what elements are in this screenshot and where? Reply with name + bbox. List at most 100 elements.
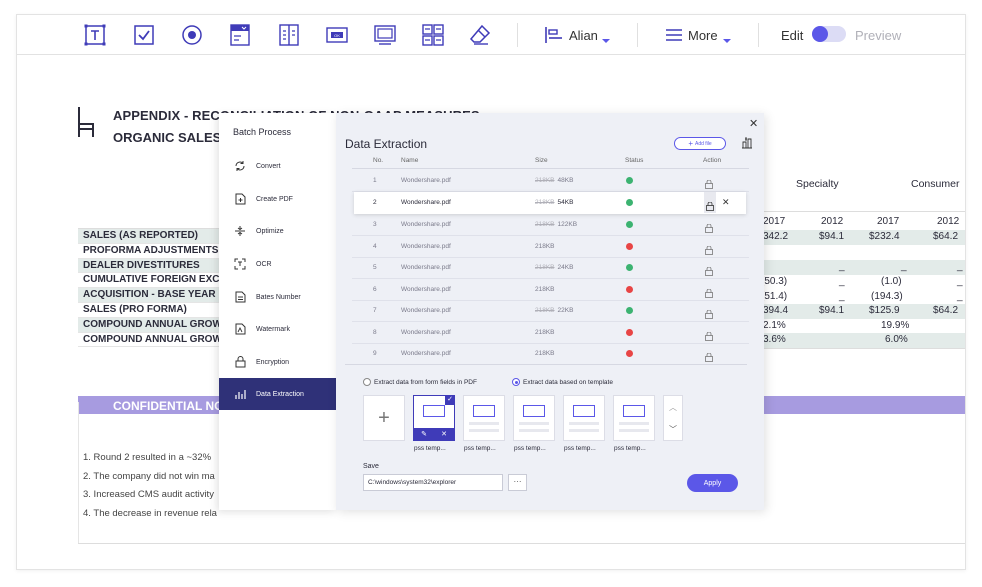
table-row: SALES (AS REPORTED): [78, 229, 238, 244]
table-row[interactable]: 4 Wondershare.pdf 218KB: [352, 236, 749, 258]
file-name: Wondershare.pdf: [401, 243, 451, 250]
table-row[interactable]: 9 Wondershare.pdf 218KB: [352, 343, 749, 365]
file-name: Wondershare.pdf: [401, 177, 451, 184]
eraser-icon[interactable]: [468, 23, 492, 47]
edit-icon[interactable]: ✎: [421, 431, 427, 438]
batch-item-data-extraction[interactable]: Data Extraction: [219, 378, 336, 410]
left-table: SALES (AS REPORTED) PROFORMA ADJUSTMENTS…: [78, 211, 238, 348]
table-row[interactable]: 6 Wondershare.pdf 218KB: [352, 279, 749, 301]
preview-mode-label: Preview: [855, 28, 902, 43]
file-name: Wondershare.pdf: [401, 199, 451, 206]
template-card-selected[interactable]: ✓ ✎ ✕: [413, 395, 455, 441]
browse-button[interactable]: ···: [508, 474, 527, 491]
chevron-down-icon[interactable]: [723, 39, 731, 43]
batch-item-encryption[interactable]: Encryption: [219, 346, 336, 378]
add-file-button[interactable]: + Add file: [674, 137, 726, 150]
remove-file-icon[interactable]: ✕: [722, 197, 730, 207]
table-cell: 19.9%: [881, 320, 910, 331]
more-menu-label[interactable]: More: [688, 28, 718, 43]
row-number: 5: [373, 264, 377, 271]
checkbox-icon[interactable]: [132, 23, 156, 47]
chevron-down-icon[interactable]: ﹀: [669, 425, 677, 434]
table-row[interactable]: 3 Wondershare.pdf 218KB 122KB: [352, 214, 749, 236]
batch-item-optimize[interactable]: Optimize: [219, 215, 336, 247]
table-row: SALES (PRO FORMA): [78, 303, 238, 318]
button-icon[interactable]: OK: [325, 23, 349, 47]
table-row[interactable]: 8 Wondershare.pdf 218KB: [352, 322, 749, 344]
grid-icon[interactable]: [421, 23, 445, 47]
table-header-row: [78, 211, 238, 229]
radio-button-icon[interactable]: [180, 23, 204, 47]
template-line: [569, 429, 599, 432]
close-icon[interactable]: ✕: [749, 118, 759, 130]
table-cell: (50.3): [761, 276, 788, 287]
template-card[interactable]: [613, 395, 655, 441]
column-header-specialty: Specialty: [796, 178, 839, 190]
align-icon[interactable]: [542, 23, 566, 47]
table-cell: 3.6%: [763, 334, 786, 345]
batch-item-create-pdf[interactable]: Create PDF: [219, 183, 336, 215]
lock-icon[interactable]: [706, 198, 714, 216]
table-row-selected[interactable]: 2 Wondershare.pdf 218KB 54KB ✕: [354, 192, 746, 214]
table-cell: _: [839, 261, 845, 272]
template-actions: ✎ ✕: [414, 428, 454, 440]
edit-preview-toggle[interactable]: [812, 26, 846, 42]
image-field-icon[interactable]: [373, 23, 397, 47]
batch-item-convert[interactable]: Convert: [219, 150, 336, 182]
add-template-button[interactable]: +: [363, 395, 405, 441]
lock-icon[interactable]: [705, 263, 713, 281]
lock-icon[interactable]: [705, 220, 713, 238]
batch-item-ocr[interactable]: OCR: [219, 248, 336, 280]
table-row[interactable]: 5 Wondershare.pdf 218KB 24KB: [352, 257, 749, 279]
plus-icon: +: [378, 406, 390, 429]
close-icon[interactable]: ✕: [441, 431, 447, 438]
settings-icon[interactable]: [741, 136, 753, 154]
template-card[interactable]: [463, 395, 505, 441]
file-size: 24KB: [557, 264, 574, 271]
form-toolbar: OK Alian More Edit Preview: [17, 15, 965, 55]
chevron-up-icon[interactable]: ︿: [669, 403, 677, 412]
file-name: Wondershare.pdf: [401, 286, 451, 293]
text-field-icon[interactable]: [83, 23, 107, 47]
batch-item-label: Optimize: [256, 227, 284, 235]
apply-button[interactable]: Apply: [687, 474, 738, 492]
column-header-consumer: Consumer: [911, 178, 960, 190]
chevron-down-icon[interactable]: [602, 39, 610, 43]
table-cell: $64.2: [933, 305, 959, 316]
list-box-icon[interactable]: [277, 23, 301, 47]
template-name: pss temp...: [514, 445, 546, 452]
align-menu-label[interactable]: Alian: [569, 28, 598, 43]
lock-icon[interactable]: [705, 285, 713, 303]
option-template[interactable]: Extract data based on template: [512, 378, 613, 386]
lock-icon[interactable]: [705, 242, 713, 260]
template-preview: [623, 405, 645, 417]
template-name: pss temp...: [414, 445, 446, 452]
template-card[interactable]: [513, 395, 555, 441]
original-size: 218KB: [535, 177, 555, 184]
row-number: 2: [373, 199, 377, 206]
table-row-shade: [761, 304, 965, 319]
lock-icon[interactable]: [705, 306, 713, 324]
radio-button-selected[interactable]: [512, 378, 520, 386]
batch-item-watermark[interactable]: Watermark: [219, 313, 336, 345]
batch-item-bates-number[interactable]: Bates Number: [219, 281, 336, 313]
radio-button[interactable]: [363, 378, 371, 386]
table-cell: (194.3): [871, 291, 903, 302]
table-row[interactable]: 1 Wondershare.pdf 218KB 48KB: [352, 170, 749, 192]
batch-process-title: Batch Process: [233, 127, 292, 137]
lock-icon[interactable]: [705, 349, 713, 367]
template-line: [619, 429, 649, 432]
table-cell: _: [957, 276, 963, 287]
option-form-fields[interactable]: Extract data from form fields in PDF: [363, 378, 477, 386]
lock-icon[interactable]: [705, 176, 713, 194]
template-card[interactable]: [563, 395, 605, 441]
batch-process-panel: Batch Process Convert Create PDF Optimiz…: [219, 113, 336, 510]
table-row[interactable]: 7 Wondershare.pdf 218KB 22KB: [352, 300, 749, 322]
table-cell: $125.9: [869, 305, 900, 316]
hamburger-menu-icon[interactable]: [662, 23, 686, 47]
save-path-input[interactable]: C:\windows\system32\explorer: [363, 474, 503, 491]
combo-box-icon[interactable]: [228, 23, 252, 47]
template-preview: [573, 405, 595, 417]
row-number: 9: [373, 350, 377, 357]
lock-icon[interactable]: [705, 328, 713, 346]
